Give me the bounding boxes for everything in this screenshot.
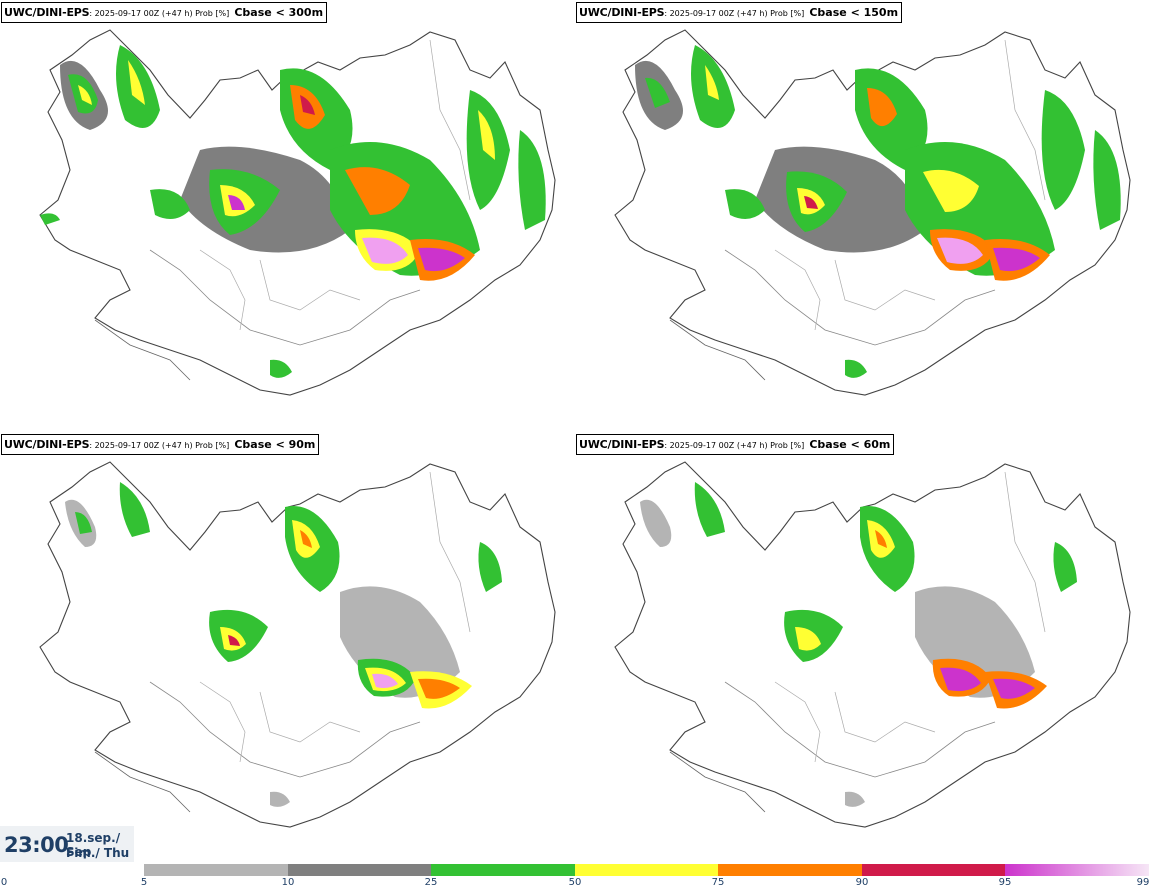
- map-panel-cbase-300m: UWC/DINI-EPS: 2025-09-17 00Z (+47 h) Pro…: [0, 0, 575, 435]
- colorbar-tick-label: 90: [855, 877, 869, 888]
- colorbar-bin: [431, 864, 575, 876]
- colorbar-tick-label: 75: [711, 877, 725, 888]
- map-panel-cbase-150m: UWC/DINI-EPS: 2025-09-17 00Z (+47 h) Pro…: [575, 0, 1150, 435]
- model-name: UWC/DINI-EPS: [4, 438, 90, 451]
- colorbar-tick-label: 5: [140, 877, 148, 888]
- valid-weekday: Fim./ Thu: [66, 846, 130, 860]
- parameter-label: Cbase < 150m: [809, 6, 899, 19]
- parameter-label: Cbase < 90m: [234, 438, 316, 451]
- model-name: UWC/DINI-EPS: [579, 6, 665, 19]
- run-info: : 2025-09-17 00Z (+47 h) Prob [%]: [89, 9, 230, 18]
- colorbar-bin: [861, 864, 1005, 876]
- valid-time-box: 23:00 18.sep./ Sep Fim./ Thu: [0, 826, 134, 862]
- probability-map: [614, 29, 1131, 396]
- panel-title: UWC/DINI-EPS: 2025-09-17 00Z (+47 h) Pro…: [576, 434, 895, 455]
- run-info: : 2025-09-17 00Z (+47 h) Prob [%]: [664, 9, 805, 18]
- model-name: UWC/DINI-EPS: [579, 438, 665, 451]
- colorbar-bin: [144, 864, 288, 876]
- valid-time-clock: 23:00: [4, 833, 69, 857]
- parameter-label: Cbase < 300m: [234, 6, 324, 19]
- run-info: : 2025-09-17 00Z (+47 h) Prob [%]: [89, 441, 230, 450]
- panel-title: UWC/DINI-EPS: 2025-09-17 00Z (+47 h) Pro…: [1, 434, 320, 455]
- map-panel-cbase-60m: UWC/DINI-EPS: 2025-09-17 00Z (+47 h) Pro…: [575, 432, 1150, 867]
- panel-title: UWC/DINI-EPS: 2025-09-17 00Z (+47 h) Pro…: [576, 2, 903, 23]
- valid-date: 18.sep./ Sep: [66, 831, 121, 859]
- colorbar-tick-label: 10: [281, 877, 295, 888]
- colorbar-bin: [1005, 864, 1149, 876]
- run-info: : 2025-09-17 00Z (+47 h) Prob [%]: [664, 441, 805, 450]
- colorbar-tick-label: 95: [998, 877, 1012, 888]
- probability-map: [614, 461, 1131, 828]
- colorbar-tick-label: 0: [0, 877, 8, 888]
- map-panel-cbase-90m: UWC/DINI-EPS: 2025-09-17 00Z (+47 h) Pro…: [0, 432, 575, 867]
- model-name: UWC/DINI-EPS: [4, 6, 90, 19]
- colorbar-bin: [287, 864, 431, 876]
- colorbar-tick-label: 25: [424, 877, 438, 888]
- panel-title: UWC/DINI-EPS: 2025-09-17 00Z (+47 h) Pro…: [1, 2, 328, 23]
- colorbar-tick-label: 99: [1136, 877, 1150, 888]
- colorbar-bin: [574, 864, 718, 876]
- probability-map: [39, 29, 556, 396]
- colorbar-tick-label: 50: [568, 877, 582, 888]
- parameter-label: Cbase < 60m: [809, 438, 891, 451]
- probability-map: [39, 461, 556, 828]
- colorbar-bin: [718, 864, 862, 876]
